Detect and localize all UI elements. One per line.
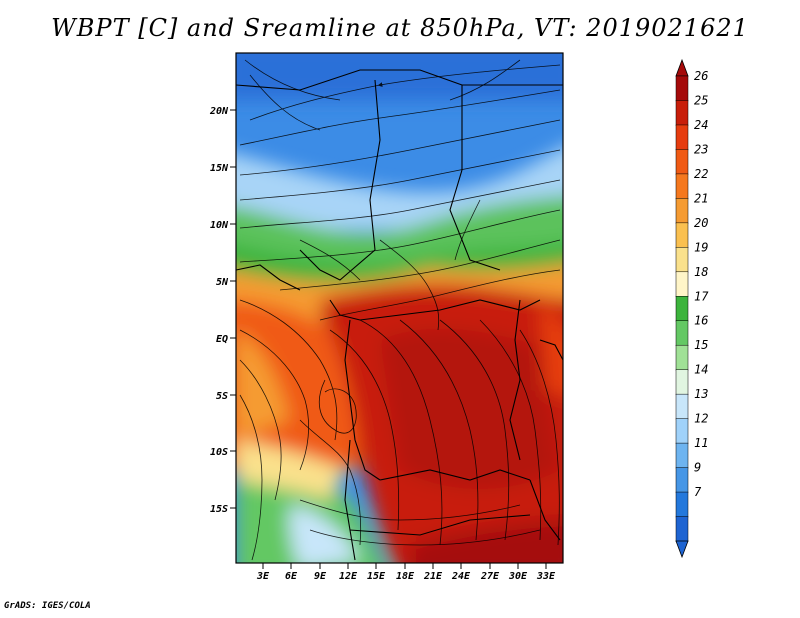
lon-tick-label: 27E xyxy=(480,571,500,582)
lat-tick-label: 15S xyxy=(210,504,228,515)
lon-tick-label: 21E xyxy=(423,571,443,582)
lon-tick-label: 3E xyxy=(256,571,270,582)
lon-axis: 3E 6E 9E 12E 15E 18E 21E 24E 27E 30E 33E xyxy=(256,563,556,582)
colorbar-label: 25 xyxy=(694,93,708,107)
colorbar-swatch xyxy=(675,491,689,518)
colorbar-swatch xyxy=(675,149,689,175)
map-title: WBPT [C] and Sreamline at 850hPa, VT: 20… xyxy=(51,14,749,42)
lon-tick-label: 33E xyxy=(536,571,556,582)
lat-tick-label: 10S xyxy=(210,447,228,458)
lat-tick-label: 5S xyxy=(216,391,228,402)
colorbar-label: 19 xyxy=(694,240,708,254)
wbpt-color-field xyxy=(236,53,563,563)
lon-tick-label: 9E xyxy=(314,571,327,582)
lon-tick-label: 18E xyxy=(396,571,415,582)
colorbar-label: 21 xyxy=(694,191,708,205)
lat-tick-label: 20N xyxy=(209,106,229,117)
colorbar-top-arrow xyxy=(675,58,689,77)
lon-tick-label: 6E xyxy=(285,571,298,582)
colorbar-label: 23 xyxy=(694,142,708,156)
colorbar-swatch xyxy=(675,418,689,444)
colorbar-label: 11 xyxy=(694,436,708,450)
map-frame xyxy=(235,52,564,564)
colorbar-swatch xyxy=(675,100,689,126)
colorbar-bottom-arrow xyxy=(675,540,689,559)
lat-tick-label: 5N xyxy=(216,277,229,288)
lat-tick-label: 15N xyxy=(210,163,229,174)
colorbar-label: 17 xyxy=(694,289,709,303)
colorbar-label: 20 xyxy=(694,216,708,230)
colorbar-label: 26 xyxy=(694,69,708,83)
lat-axis: 20N 15N 10N 5N EQ 5S 10S 15S xyxy=(209,106,236,515)
colorbar-swatch xyxy=(675,247,689,273)
lon-tick-label: 24E xyxy=(451,571,471,582)
colorbar-swatch xyxy=(675,198,689,224)
colorbar-label: 7 xyxy=(694,485,702,499)
colorbar-label: 14 xyxy=(694,363,708,377)
colorbar-swatch xyxy=(675,296,689,322)
colorbar-swatch xyxy=(675,222,689,249)
colorbar-swatch xyxy=(675,442,689,469)
lon-tick-label: 30E xyxy=(508,571,528,582)
colorbar-label: 22 xyxy=(694,167,708,181)
map-panel xyxy=(236,53,563,563)
colorbar-label: 12 xyxy=(694,412,708,426)
grads-credit: GrADS: IGES/COLA xyxy=(4,601,91,611)
colorbar-label: 15 xyxy=(694,338,708,352)
colorbar-swatch xyxy=(675,124,689,151)
colorbar-swatch xyxy=(675,369,689,395)
colorbar-swatch xyxy=(675,173,689,200)
lat-tick-label: EQ xyxy=(216,334,228,345)
colorbar-swatch xyxy=(675,271,689,298)
colorbar-swatch xyxy=(675,393,689,420)
colorbar-label: 9 xyxy=(694,461,701,475)
colorbar-swatch xyxy=(675,467,689,493)
colorbar-label: 24 xyxy=(694,118,708,132)
colorbar-label: 16 xyxy=(694,314,708,328)
colorbar: 26 25 24 23 22 21 20 19 18 17 16 15 14 13 12 11 9 7 xyxy=(675,58,709,559)
lat-tick-label: 10N xyxy=(210,220,229,231)
lon-tick-label: 15E xyxy=(367,571,386,582)
colorbar-swatch xyxy=(675,344,689,371)
colorbar-swatch xyxy=(675,75,689,102)
colorbar-label: 13 xyxy=(694,387,708,401)
colorbar-label: 18 xyxy=(694,265,708,279)
colorbar-swatch xyxy=(675,320,689,346)
lon-tick-label: 12E xyxy=(339,571,358,582)
country-borders xyxy=(236,69,563,561)
streamlines xyxy=(239,59,561,561)
colorbar-swatch xyxy=(675,516,689,542)
